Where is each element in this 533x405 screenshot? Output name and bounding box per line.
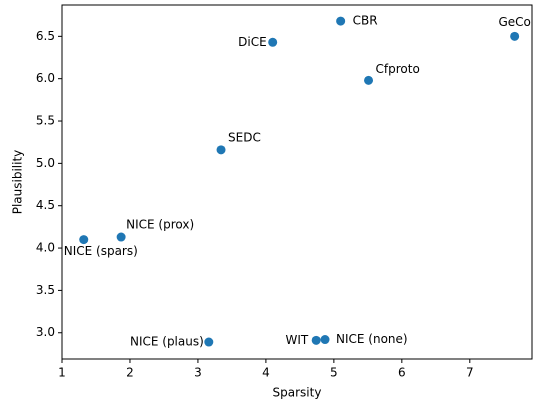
y-tick-label: 6.5 (36, 29, 55, 43)
x-tick-label: 5 (330, 366, 338, 380)
point (216, 145, 226, 155)
y-tick-label: 6.0 (36, 71, 55, 85)
point-label: DiCE (238, 35, 267, 49)
y-tick-label: 5.0 (36, 156, 55, 170)
point-label: GeCo (498, 15, 530, 29)
point-label: NICE (none) (336, 332, 408, 346)
point (311, 335, 321, 345)
y-tick-label: 4.5 (36, 198, 55, 212)
point (79, 235, 89, 245)
point (510, 31, 520, 41)
y-tick-label: 3.5 (36, 283, 55, 297)
x-tick-label: 6 (398, 366, 406, 380)
point-label: NICE (spars) (64, 244, 138, 258)
point-label: NICE (prox) (126, 218, 194, 232)
point (336, 16, 346, 26)
point-label: NICE (plaus) (130, 335, 204, 349)
point-label: CBR (353, 14, 378, 28)
y-axis-label: Plausibility (11, 150, 25, 215)
point (268, 37, 278, 47)
x-axis-label: Sparsity (273, 386, 322, 400)
point (116, 232, 126, 242)
x-tick-label: 4 (262, 366, 270, 380)
x-tick-label: 3 (194, 366, 202, 380)
point-label: WIT (285, 333, 308, 347)
y-tick-label: 4.0 (36, 241, 55, 255)
y-tick-label: 5.5 (36, 114, 55, 128)
x-tick-label: 1 (58, 366, 66, 380)
point-label: SEDC (228, 130, 261, 144)
x-tick-label: 2 (126, 366, 134, 380)
point (320, 335, 330, 345)
y-tick-label: 3.0 (36, 325, 55, 339)
point (204, 337, 214, 347)
x-tick-label: 7 (466, 366, 474, 380)
plot-frame (61, 4, 533, 360)
point-label: Cfproto (376, 62, 420, 76)
point (364, 75, 374, 85)
